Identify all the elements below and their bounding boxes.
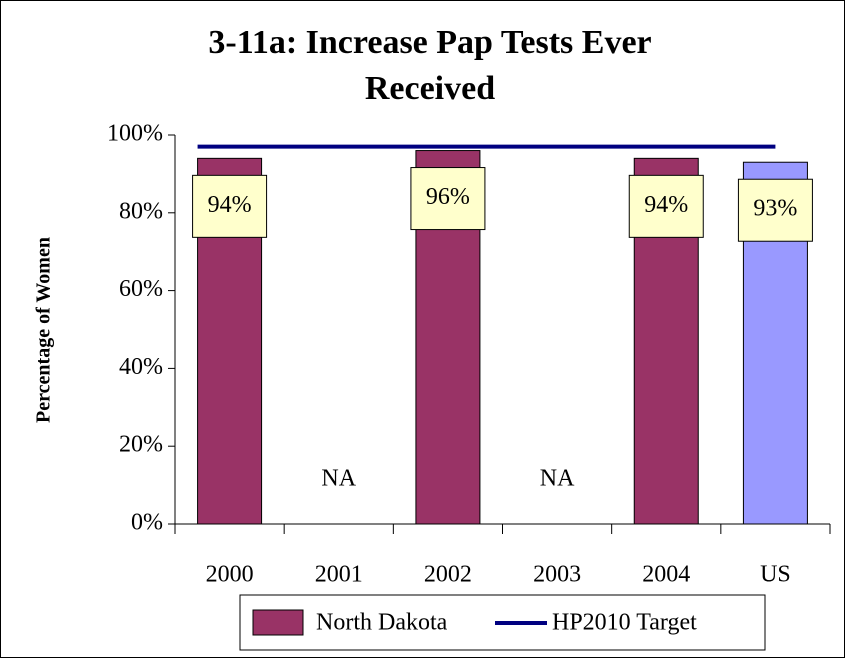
x-tick-label: 2001 (315, 562, 363, 588)
legend-label: HP2010 Target (552, 610, 697, 636)
value-label: 94% (644, 192, 688, 218)
value-label-box (628, 174, 704, 238)
value-label: NA (321, 466, 356, 492)
value-label: 94% (208, 192, 252, 218)
legend-label: North Dakota (316, 610, 448, 636)
value-label: NA (540, 466, 575, 492)
x-tick-label: 2004 (642, 562, 690, 588)
y-tick-label: 60% (119, 276, 163, 302)
y-tick-label: 20% (119, 432, 163, 458)
x-tick-label: 2002 (424, 562, 472, 588)
y-tick-label: 80% (119, 198, 163, 224)
y-axis-label: Percentage of Women (33, 237, 55, 423)
value-label-box (410, 167, 486, 231)
x-tick-label: US (760, 562, 791, 588)
chart-title: 3-11a: Increase Pap Tests Ever Received (208, 24, 652, 107)
legend-swatch (252, 609, 304, 636)
value-label: 96% (426, 184, 470, 210)
x-tick-label: 2000 (206, 562, 254, 588)
value-label-box (737, 178, 813, 242)
value-label-box (192, 174, 268, 238)
x-tick-label: 2003 (533, 562, 581, 588)
y-tick-label: 40% (119, 354, 163, 380)
value-label: 93% (753, 196, 797, 222)
y-tick-label: 100% (107, 121, 163, 147)
y-tick-label: 0% (131, 510, 163, 536)
